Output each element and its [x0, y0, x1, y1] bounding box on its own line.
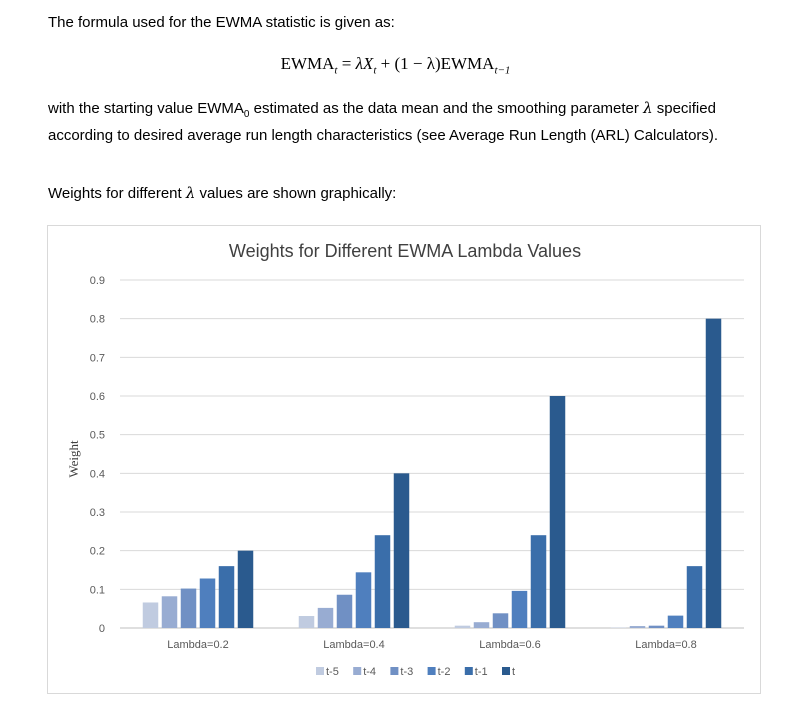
- x-category-label: Lambda=0.6: [479, 639, 540, 651]
- bar-t-3-Lambda=0.8: [648, 625, 665, 628]
- legend-label-t-5: t-5: [326, 666, 339, 678]
- bar-t-5-Lambda=0.2: [142, 602, 159, 628]
- bar-t-3-Lambda=0.2: [180, 588, 197, 628]
- bar-t-2-Lambda=0.4: [355, 572, 372, 628]
- y-tick-label: 0.4: [90, 468, 105, 480]
- legend-label-t: t: [512, 666, 515, 678]
- bar-t-Lambda=0.4: [393, 473, 410, 628]
- bar-t-2-Lambda=0.6: [511, 590, 528, 628]
- y-tick-label: 0.7: [90, 352, 105, 364]
- lambda-symbol-2: λ: [185, 184, 196, 202]
- formula-middle: + (1 − λ)EWMA: [376, 54, 495, 73]
- bar-t-1-Lambda=0.6: [530, 535, 547, 628]
- chart-title: Weights for Different EWMA Lambda Values: [229, 241, 581, 261]
- ewma-formula: EWMAt = λXt + (1 − λ)EWMAt−1: [0, 54, 791, 76]
- legend-swatch-t-1: [464, 667, 473, 675]
- bar-t-Lambda=0.8: [705, 318, 722, 628]
- formula-lhs: EWMA: [280, 54, 335, 73]
- y-tick-label: 0.8: [90, 314, 105, 326]
- bar-t-1-Lambda=0.4: [374, 535, 391, 628]
- intro-text: The formula used for the EWMA statistic …: [48, 14, 395, 31]
- y-tick-label: 0.9: [90, 275, 105, 287]
- ewma-weights-chart: Weights for Different EWMA Lambda Values…: [66, 241, 744, 678]
- weights-intro-text: Weights for different λ values are shown…: [48, 184, 397, 202]
- lambda-symbol: λ: [643, 99, 653, 117]
- bar-t-Lambda=0.6: [549, 396, 566, 628]
- ewma0-sub: 0: [243, 109, 250, 120]
- y-tick-label: 0.1: [90, 584, 105, 596]
- legend-label-t-3: t-3: [400, 666, 413, 678]
- description-text: with the starting value EWMA0 estimated …: [48, 99, 719, 144]
- legend-swatch-t: [502, 667, 510, 675]
- y-tick-label: 0.6: [90, 391, 105, 403]
- legend-label-t-4: t-4: [363, 666, 376, 678]
- legend-swatch-t-3: [390, 667, 399, 675]
- bar-t-4-Lambda=0.6: [473, 622, 490, 628]
- formula-lambda-x: λX: [355, 54, 374, 73]
- x-category-label: Lambda=0.8: [635, 639, 696, 651]
- bar-t-3-Lambda=0.4: [336, 594, 353, 628]
- x-category-label: Lambda=0.2: [167, 639, 228, 651]
- legend-swatch-t-4: [353, 667, 362, 675]
- legend-label-t-1: t-1: [475, 666, 488, 678]
- y-tick-label: 0.3: [90, 507, 105, 519]
- y-tick-label: 0.5: [90, 430, 105, 442]
- y-axis-label: Weight: [66, 440, 81, 478]
- formula-rhs-sub: t−1: [494, 64, 511, 77]
- formula-lhs-sub: t: [334, 64, 338, 77]
- bar-t-5-Lambda=0.6: [454, 625, 471, 628]
- formula-x-sub: t: [373, 64, 377, 77]
- chart-frame: Weights for Different EWMA Lambda Values…: [47, 225, 761, 694]
- x-category-label: Lambda=0.4: [323, 639, 384, 651]
- bar-t-1-Lambda=0.2: [218, 566, 235, 628]
- bar-t-2-Lambda=0.8: [667, 615, 684, 628]
- bar-t-3-Lambda=0.6: [492, 613, 509, 628]
- legend-label-t-2: t-2: [438, 666, 451, 678]
- bar-t-2-Lambda=0.2: [199, 578, 216, 628]
- legend-swatch-t-5: [316, 667, 324, 675]
- bar-t-Lambda=0.2: [237, 550, 254, 628]
- formula-eq: =: [337, 54, 356, 73]
- bar-t-5-Lambda=0.4: [298, 616, 315, 628]
- y-tick-label: 0: [99, 623, 105, 635]
- bar-t-4-Lambda=0.4: [317, 607, 334, 628]
- bar-t-4-Lambda=0.2: [161, 596, 178, 628]
- bar-t-1-Lambda=0.8: [686, 566, 703, 628]
- bar-t-4-Lambda=0.8: [629, 626, 646, 628]
- y-tick-label: 0.2: [90, 546, 105, 558]
- legend-swatch-t-2: [427, 667, 436, 675]
